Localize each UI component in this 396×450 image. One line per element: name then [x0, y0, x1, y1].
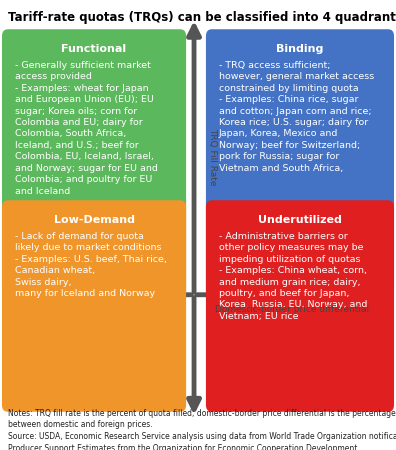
Text: Low-Demand: Low-Demand	[53, 215, 135, 225]
FancyBboxPatch shape	[2, 29, 186, 297]
Text: - Generally sufficient market
access provided
- Examples: wheat for Japan
and Eu: - Generally sufficient market access pro…	[15, 61, 158, 196]
Text: - TRQ access sufficient;
however, general market access
constrained by limiting : - TRQ access sufficient; however, genera…	[219, 61, 374, 173]
Text: Functional: Functional	[61, 44, 127, 54]
Text: Underutilized: Underutilized	[258, 215, 342, 225]
Text: Notes: TRQ fill rate is the percent of quota filled; domestic-border price diffe: Notes: TRQ fill rate is the percent of q…	[8, 409, 396, 450]
FancyBboxPatch shape	[2, 200, 186, 412]
FancyBboxPatch shape	[206, 200, 394, 412]
Text: Tariff-rate quotas (TRQs) can be classified into 4 quadrants: Tariff-rate quotas (TRQs) can be classif…	[8, 11, 396, 24]
Text: TRQ Fill Rate: TRQ Fill Rate	[208, 128, 217, 185]
Text: - Lack of demand for quota
likely due to market conditions
- Examples: U.S. beef: - Lack of demand for quota likely due to…	[15, 232, 167, 298]
Text: Domestic-border price differential: Domestic-border price differential	[215, 305, 369, 314]
FancyBboxPatch shape	[206, 29, 394, 297]
Text: Binding: Binding	[276, 44, 324, 54]
Text: - Administrative barriers or
other policy measures may be
impeding utilization o: - Administrative barriers or other polic…	[219, 232, 367, 321]
